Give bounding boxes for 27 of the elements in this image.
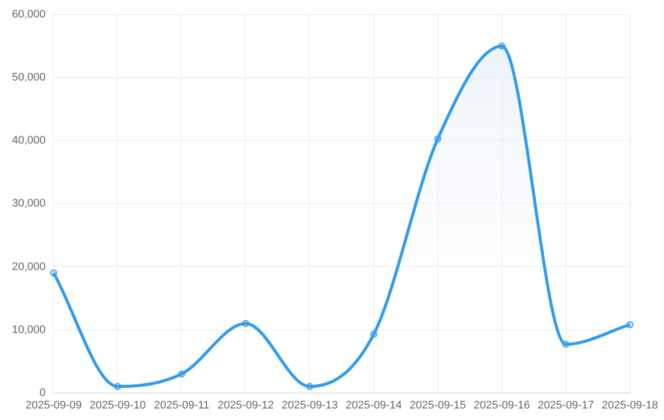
x-tick-label: 2025-09-12 xyxy=(218,399,274,412)
x-tick-label: 2025-09-09 xyxy=(26,399,82,412)
y-tick-label: 50,000 xyxy=(12,72,46,84)
y-tick-label: 60,000 xyxy=(12,8,46,21)
point xyxy=(178,370,186,378)
x-tick-label: 2025-09-14 xyxy=(346,399,402,412)
x-tick-label: 2025-09-16 xyxy=(474,399,530,412)
y-tick-label: 10,000 xyxy=(12,324,46,336)
point xyxy=(306,382,314,390)
x-tick-label: 2025-09-17 xyxy=(538,399,594,412)
point xyxy=(562,340,570,348)
x-tick-label: 2025-09-10 xyxy=(90,399,146,412)
x-tick-label: 2025-09-11 xyxy=(154,399,210,412)
point xyxy=(626,321,634,328)
point xyxy=(370,330,378,338)
point xyxy=(434,135,442,142)
y-tick-label: 30,000 xyxy=(12,198,46,210)
x-tick-label: 2025-09-18 xyxy=(602,399,658,412)
point xyxy=(498,42,506,50)
point xyxy=(242,320,250,327)
point xyxy=(50,270,58,277)
y-tick-label: 40,000 xyxy=(12,134,46,147)
x-tick-label: 2025-09-13 xyxy=(282,399,338,412)
y-tick-label: 0 xyxy=(40,386,46,399)
x-tick-label: 2025-09-15 xyxy=(410,399,466,412)
y-tick-label: 20,000 xyxy=(12,260,46,273)
point xyxy=(114,382,122,390)
